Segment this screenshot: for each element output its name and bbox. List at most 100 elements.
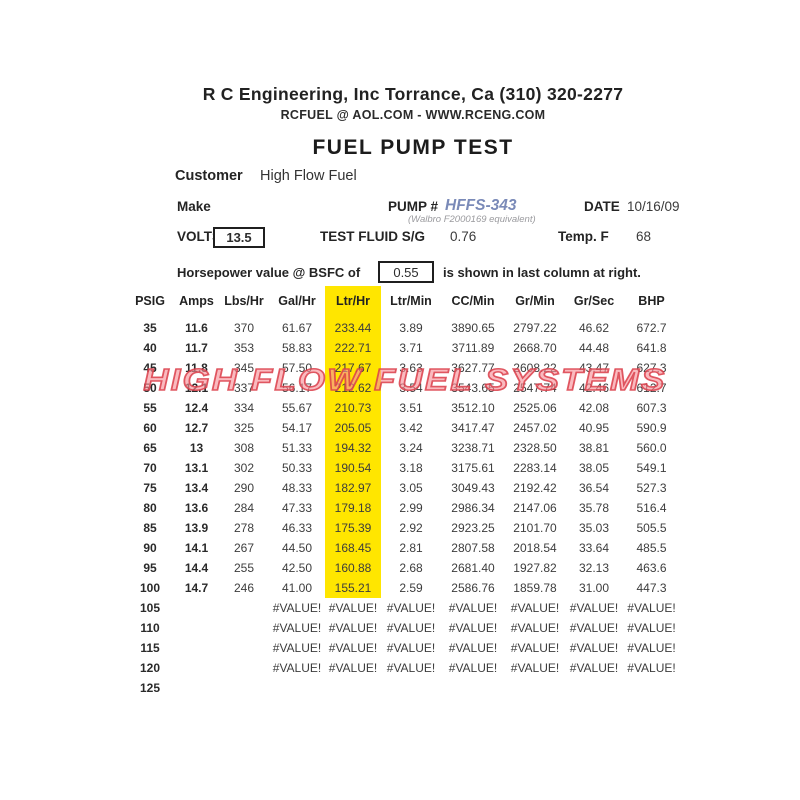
cell-cc-min: 3890.65	[451, 321, 495, 335]
cell-gr-sec: 40.95	[578, 421, 610, 435]
cell-lbs-hr: 345	[233, 361, 255, 375]
table-header-row: PSIG Amps Lbs/Hr Gal/Hr Ltr/Hr Ltr/Min CC/Min G…	[126, 286, 680, 318]
cell-cc-min: 3175.61	[451, 461, 495, 475]
cell-ltr-min: 3.63	[399, 361, 423, 375]
cell-gr-sec: 35.78	[578, 501, 610, 515]
temp-label: Temp. F	[558, 229, 609, 244]
cell-gal-hr: 56.17	[281, 381, 313, 395]
cell-gal-hr: 61.67	[281, 321, 313, 335]
volts-value-box: 13.5	[213, 227, 265, 248]
pump-number-label: PUMP #	[388, 199, 439, 214]
cell-gr-min: #VALUE!	[510, 661, 560, 675]
cell-gr-min: 2457.02	[513, 421, 557, 435]
cell-gr-sec: 31.00	[578, 581, 610, 595]
cell-cc-min: #VALUE!	[448, 621, 498, 635]
cell-amps: 14.4	[184, 561, 209, 575]
cell-lbs-hr	[219, 678, 269, 698]
date-label: DATE	[584, 199, 620, 214]
cell-gr-sec: 43.47	[578, 361, 610, 375]
cell-cc-min: #VALUE!	[448, 641, 498, 655]
cell-gr-min: 2101.70	[513, 521, 557, 535]
cell-cc-min: #VALUE!	[448, 601, 498, 615]
cell-gr-min: 2018.54	[513, 541, 557, 555]
customer-value: High Flow Fuel	[260, 168, 357, 184]
cell-gr-sec: 38.05	[578, 461, 610, 475]
table-row-psig-105: 105 #VALUE! #VALUE! #VALUE! #VALUE! #VALUE! #V…	[126, 598, 680, 618]
cell-amps: 13	[189, 441, 204, 455]
cell-lbs-hr: 255	[233, 561, 255, 575]
cell-gal-hr: 46.33	[281, 521, 313, 535]
cell-amps: 12.1	[184, 381, 209, 395]
cell-cc-min: 2986.34	[451, 501, 495, 515]
cell-lbs-hr	[219, 618, 269, 638]
cell-lbs-hr: 370	[233, 321, 255, 335]
cell-amps: 13.1	[184, 461, 209, 475]
cell-ltr-min: 2.99	[399, 501, 423, 515]
cell-psig: 100	[139, 581, 161, 595]
cell-gal-hr: 50.33	[281, 461, 313, 475]
cell-gr-sec	[565, 678, 623, 698]
cell-lbs-hr	[219, 598, 269, 618]
cell-gr-min: #VALUE!	[510, 601, 560, 615]
cell-gr-sec: 36.54	[578, 481, 610, 495]
cell-gal-hr: 41.00	[281, 581, 313, 595]
cell-ltr-hr: 222.71	[325, 338, 381, 358]
column-header-lbs-hr: Lbs/Hr	[224, 294, 264, 308]
cell-psig: 60	[143, 421, 157, 435]
cell-bhp: 672.7	[636, 321, 667, 335]
cell-amps: 11.8	[185, 361, 208, 375]
cell-cc-min	[441, 678, 505, 698]
table-row-psig-120: 120 #VALUE! #VALUE! #VALUE! #VALUE! #VALUE! #V…	[126, 658, 680, 678]
page-title: FUEL PUMP TEST	[312, 136, 514, 159]
cell-psig: 105	[139, 601, 161, 615]
cell-gal-hr: 48.33	[281, 481, 313, 495]
cell-gal-hr: 51.33	[281, 441, 313, 455]
cell-cc-min: 2586.76	[451, 581, 495, 595]
cell-lbs-hr: 334	[233, 401, 255, 415]
cell-psig: 50	[143, 381, 157, 395]
cell-ltr-min: #VALUE!	[386, 621, 436, 635]
cell-gal-hr: #VALUE!	[272, 621, 322, 635]
cell-ltr-hr: 160.88	[325, 558, 381, 578]
contact-line: RCFUEL @ AOL.COM - WWW.RCENG.COM	[280, 108, 546, 122]
cell-amps: 13.9	[184, 521, 209, 535]
cell-ltr-min: 2.68	[399, 561, 423, 575]
pump-equivalent-note: (Walbro F2000169 equivalent)	[408, 214, 536, 225]
table-row-psig-75: 75 13.4 290 48.33 182.97 3.05 3049.43 2192.42 36…	[126, 478, 680, 498]
table-row-psig-50: 50 12.1 337 56.17 212.62 3.54 3543.65 2547.74 42…	[126, 378, 680, 398]
cell-ltr-min: 2.59	[399, 581, 423, 595]
cell-ltr-min: 3.71	[399, 341, 423, 355]
cell-gr-min: 2328.50	[513, 441, 557, 455]
cell-bhp: 516.4	[636, 501, 667, 515]
cell-gr-min: 2147.06	[513, 501, 557, 515]
cell-gr-sec: 32.13	[578, 561, 610, 575]
cell-ltr-min: 3.18	[399, 461, 423, 475]
cell-ltr-min: #VALUE!	[386, 641, 436, 655]
cell-gal-hr: #VALUE!	[272, 641, 322, 655]
cell-gal-hr	[269, 678, 325, 698]
cell-ltr-hr: 179.18	[325, 498, 381, 518]
cell-gr-sec: 44.48	[578, 341, 610, 355]
cell-bhp: 505.5	[636, 521, 667, 535]
table-row-psig-35: 35 11.6 370 61.67 233.44 3.89 3890.65 2797.22 46…	[126, 318, 680, 338]
cell-psig: 85	[143, 521, 157, 535]
cell-cc-min: 3238.71	[451, 441, 495, 455]
table-row-psig-95: 95 14.4 255 42.50 160.88 2.68 2681.40 1927.82 32…	[126, 558, 680, 578]
cell-bhp: 590.9	[636, 421, 667, 435]
cell-psig: 35	[143, 321, 157, 335]
cell-gr-sec: 38.81	[578, 441, 610, 455]
cell-gr-min: 2797.22	[513, 321, 557, 335]
cell-ltr-min: 3.54	[399, 381, 423, 395]
cell-ltr-min: 3.51	[399, 401, 423, 415]
customer-label: Customer	[175, 168, 243, 184]
cell-lbs-hr	[219, 638, 269, 658]
table-row-psig-110: 110 #VALUE! #VALUE! #VALUE! #VALUE! #VALUE! #V…	[126, 618, 680, 638]
cell-gal-hr: #VALUE!	[272, 661, 322, 675]
bsfc-statement-suffix: is shown in last column at right.	[443, 265, 641, 280]
cell-psig: 45	[143, 361, 157, 375]
column-header-cc-min: CC/Min	[451, 294, 495, 308]
cell-psig: 115	[140, 641, 160, 655]
cell-psig: 40	[143, 341, 157, 355]
cell-lbs-hr: 246	[233, 581, 255, 595]
